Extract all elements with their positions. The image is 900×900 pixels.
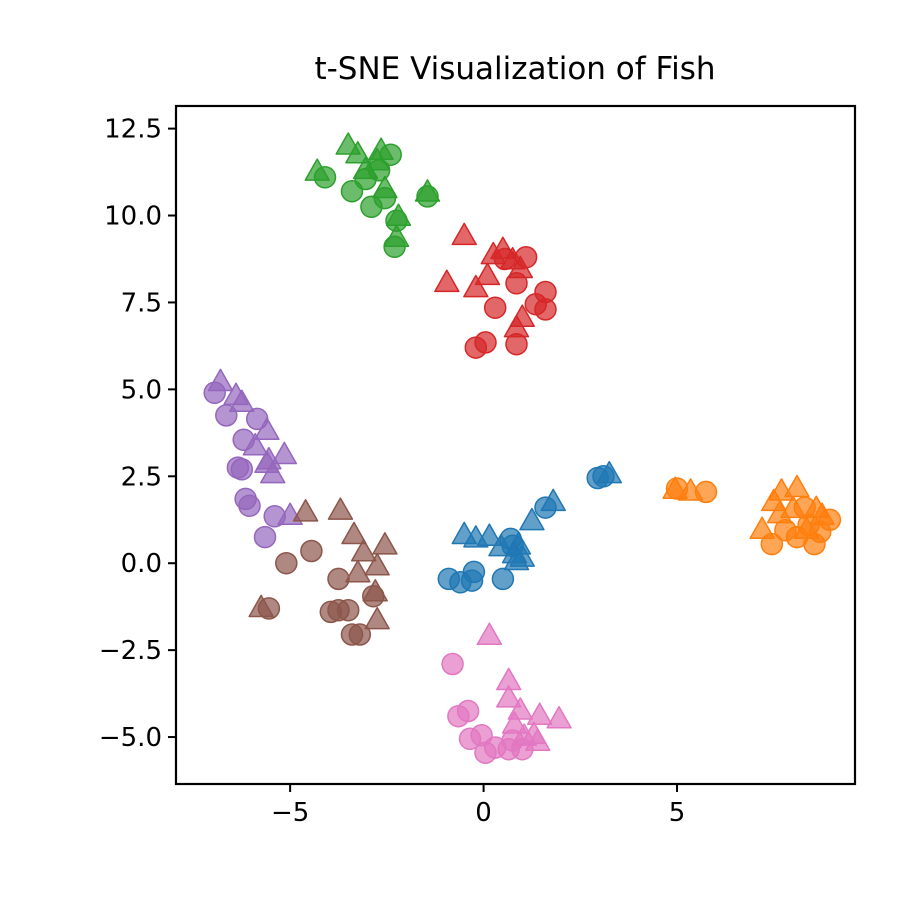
cluster-6-triangle-point [507,697,534,720]
cluster-5-circle-point [275,551,298,575]
cluster-4-triangle-point [229,389,255,413]
cluster-5-triangle-point [341,521,367,545]
cluster-1 [662,474,842,556]
cluster-2-triangle-point [368,137,394,161]
cluster-3-triangle-point [463,274,489,298]
cluster-5-triangle-point [327,497,354,520]
cluster-0-triangle-point [540,488,566,512]
cluster-5 [248,497,398,646]
cluster-4-circle-point [253,525,277,549]
cluster-1-triangle-point [780,495,806,519]
cluster-5-triangle-point [292,499,319,522]
cluster-2-triangle-point [385,203,412,227]
cluster-1-triangle-point [749,516,775,539]
cluster-6-triangle-point [501,711,528,734]
cluster-5-triangle-point [248,594,274,618]
cluster-4-triangle-point [242,432,269,456]
y-tick-label: −2.5 [99,636,162,666]
cluster-3-circle-point [534,298,557,321]
cluster-5-triangle-point [350,539,377,562]
cluster-4-circle-point [238,494,261,518]
cluster-6-triangle-point [476,622,503,646]
cluster-2-triangle-point [304,158,330,181]
cluster-5-triangle-point [364,606,390,630]
cluster-5-circle-point [300,539,323,563]
cluster-5-triangle-point [372,532,398,555]
y-tick-label: 12.5 [104,115,162,145]
cluster-5-triangle-point [362,579,388,602]
cluster-0-circle-point [462,560,486,584]
y-tick-label: 0.0 [121,549,162,579]
cluster-6-circle-point [456,699,480,723]
cluster-2-triangle-point [372,175,398,199]
cluster-1-triangle-point [677,478,704,501]
y-tick-label: 7.5 [121,288,162,318]
y-tick-label: −5.0 [99,723,162,753]
cluster-4 [203,368,303,549]
cluster-6-triangle-point [525,728,551,752]
y-tick-label: 10.0 [104,202,162,232]
cluster-4-triangle-point [271,441,298,465]
cluster-3-circle-point [483,296,507,319]
plot-frame [174,104,857,786]
cluster-0-triangle-point [509,544,535,567]
scatter-points-layer [203,132,842,764]
cluster-1-triangle-point [662,476,688,500]
cluster-6-triangle-point [546,705,572,729]
cluster-3-triangle-point [507,255,534,279]
cluster-1-triangle-point [809,502,835,526]
cluster-3-triangle-point [503,314,530,338]
cluster-4-triangle-point [254,417,280,440]
cluster-5-circle-point [336,598,360,622]
x-tick-label: −5 [271,798,309,828]
cluster-3-circle-point [474,331,497,354]
cluster-6-circle-point [441,652,464,676]
cluster-0-triangle-point [476,523,503,546]
cluster-6-triangle-point [496,685,522,708]
cluster-4-triangle-point [207,368,234,392]
cluster-0-circle-point [491,567,515,591]
cluster-4-circle-point [230,458,254,481]
cluster-0-triangle-point [519,507,545,531]
cluster-1-triangle-point [793,516,820,539]
cluster-0 [437,460,623,594]
cluster-2-triangle-point [383,224,410,247]
cluster-2 [304,132,441,259]
y-axis-ticks: −5.0 −2.5 0.0 2.5 5.0 7.5 10.0 12.5 [99,115,176,753]
cluster-3-triangle-point [434,269,460,293]
x-axis-ticks: −5 0 5 [271,784,685,828]
y-tick-label: 5.0 [121,375,162,405]
y-tick-label: 2.5 [121,462,162,492]
cluster-2-triangle-point [345,140,371,164]
x-tick-label: 5 [669,798,686,828]
chart-title: t-SNE Visualization of Fish [314,51,715,87]
cluster-3 [434,222,557,359]
cluster-3-triangle-point [451,222,477,246]
cluster-6 [441,622,572,764]
cluster-0-triangle-point [596,460,623,484]
cluster-0-triangle-point [488,533,514,557]
cluster-4-triangle-point [260,460,286,484]
cluster-3-triangle-point [474,262,501,286]
x-tick-label: 0 [475,798,492,828]
cluster-1-triangle-point [784,474,810,498]
cluster-6-triangle-point [526,702,553,726]
cluster-5-circle-point [327,567,350,591]
cluster-5-triangle-point [364,552,390,576]
cluster-2-triangle-point [414,179,441,202]
cluster-5-triangle-point [345,559,371,583]
